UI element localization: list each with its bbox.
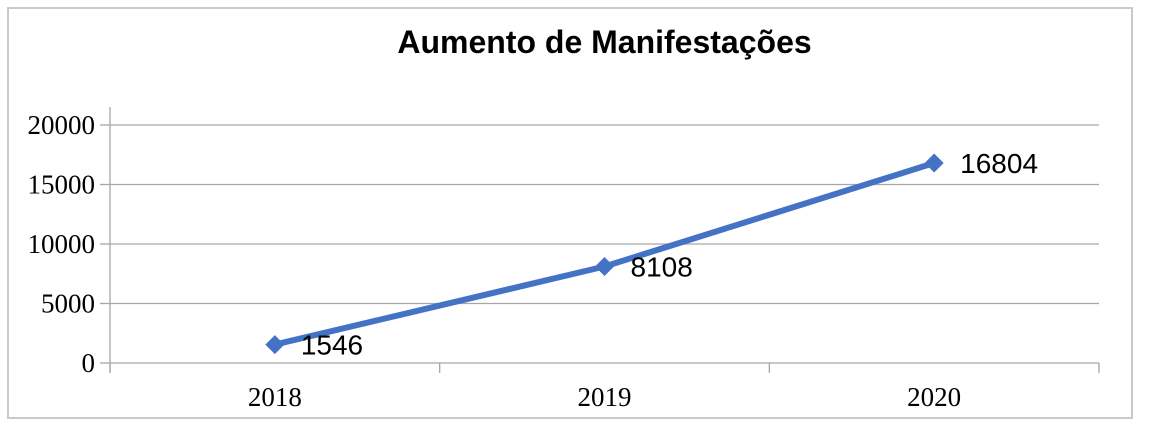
data-line xyxy=(274,160,936,348)
y-tick-label: 20000 xyxy=(28,110,96,140)
data-point-marker xyxy=(924,153,944,173)
y-tick-label: 5000 xyxy=(41,289,95,319)
y-tick-label: 10000 xyxy=(28,229,96,259)
x-tick-label: 2019 xyxy=(578,382,632,412)
y-tick-label: 15000 xyxy=(28,170,96,200)
x-tick-label: 2018 xyxy=(248,382,302,412)
data-label: 8108 xyxy=(631,252,693,283)
data-label: 1546 xyxy=(301,330,363,361)
data-point-marker xyxy=(265,335,285,355)
x-tick-label: 2020 xyxy=(907,382,961,412)
y-tick-label: 0 xyxy=(82,348,96,378)
chart-border xyxy=(7,7,1133,419)
data-label: 16804 xyxy=(960,148,1038,179)
chart-title: Aumento de Manifestações xyxy=(397,24,812,60)
data-point-marker xyxy=(595,257,614,277)
